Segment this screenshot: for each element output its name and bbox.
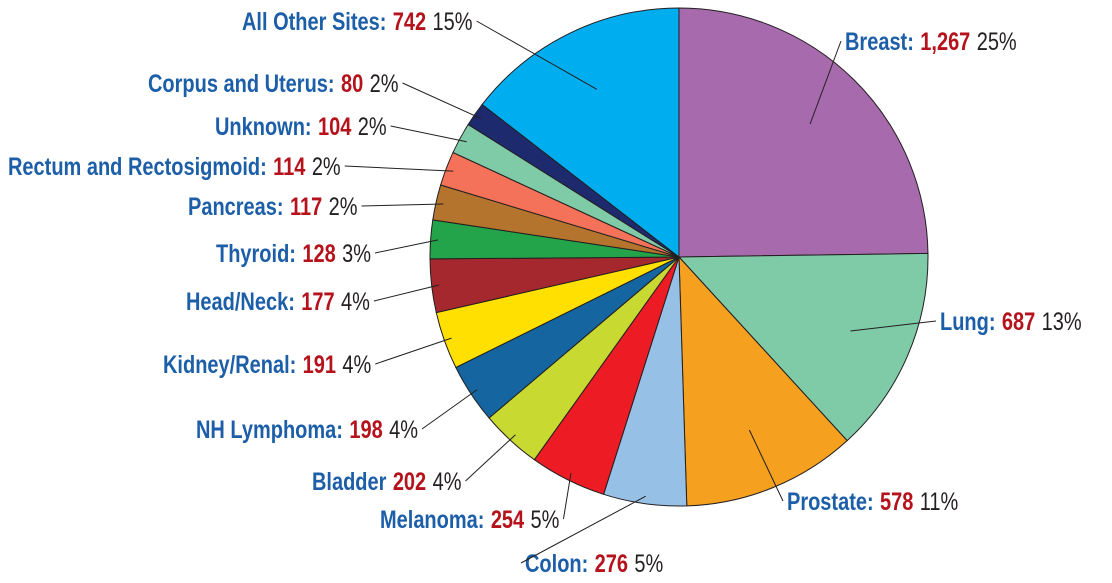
slice-label: Lung: 687 13% [940,308,1082,336]
percent-label: 4% [341,288,370,316]
label-text: All Other Sites: 742 15% [242,8,473,36]
leader-line [562,472,572,520]
label-text: Rectum and Rectosigmoid: 114 2% [8,153,341,181]
percent-label: 3% [342,240,371,268]
slice-label: All Other Sites: 742 15% [242,8,473,36]
label-text: Breast: 1,267 25% [845,28,1017,56]
slices [429,7,929,507]
category-name: Head/Neck: [186,288,295,316]
percent-label: 5% [634,550,663,578]
percent-label: 2% [370,70,399,98]
category-name: Pancreas: [188,193,284,221]
percent-label: 25% [977,28,1017,56]
slice-label: Bladder 202 4% [312,468,461,496]
leader-line [361,203,444,207]
percent-label: 5% [531,506,560,534]
percent-label: 15% [433,8,473,36]
leader-line [373,284,440,302]
leader-line [344,165,454,172]
category-name: Bladder [312,468,387,496]
percent-label: 11% [920,488,959,516]
slice-label: Breast: 1,267 25% [845,28,1017,56]
value-label: 104 [318,113,352,141]
percent-label: 4% [433,468,462,496]
leader-line [476,20,598,90]
label-text: Lung: 687 13% [940,308,1082,336]
category-name: Breast: [845,28,914,56]
slice-label: Colon: 276 5% [525,550,663,578]
leader-line [375,337,452,365]
label-text: Melanoma: 254 5% [380,506,559,534]
category-name: Lung: [940,308,996,336]
category-name: Thyroid: [216,240,296,268]
slice [677,252,929,442]
category-name: Rectum and Rectosigmoid: [8,153,267,181]
leader-line [520,495,646,564]
label-text: Thyroid: 128 3% [216,240,371,268]
value-label: 191 [303,351,336,379]
category-name: Melanoma: [380,506,484,534]
labels: Breast: 1,267 25%Lung: 687 13%Prostate: 578 11… [8,8,1082,578]
leader-line [850,320,937,332]
label-text: Head/Neck: 177 4% [186,288,370,316]
leader-line [465,434,516,482]
label-text: Kidney/Renal: 191 4% [163,351,371,379]
slice-label: Corpus and Uterus: 80 2% [148,70,399,98]
leader-line [374,239,439,254]
value-label: 687 [1002,308,1035,336]
category-name: Colon: [525,550,588,578]
slice-label: Thyroid: 128 3% [216,240,371,268]
value-label: 578 [880,488,913,516]
value-label: 117 [290,193,322,221]
value-label: 114 [273,153,306,181]
value-label: 254 [491,506,525,534]
leader-line [421,389,478,430]
value-label: 177 [301,288,334,316]
label-text: Prostate: 578 11% [787,488,958,516]
leader-line [748,429,784,502]
slice [481,7,680,259]
value-label: 198 [349,416,382,444]
slice-label: Pancreas: 117 2% [188,193,358,221]
category-name: All Other Sites: [242,8,386,36]
percent-label: 2% [358,113,387,141]
category-name: NH Lymphoma: [196,416,343,444]
slice-label: Prostate: 578 11% [787,488,958,516]
leader-line [402,82,482,120]
leader-line [390,125,467,143]
slice-label: Melanoma: 254 5% [380,506,559,534]
slice-label: Head/Neck: 177 4% [186,288,370,316]
label-text: Bladder 202 4% [312,468,461,496]
slice-label: Rectum and Rectosigmoid: 114 2% [8,153,341,181]
value-label: 80 [341,70,363,98]
percent-label: 4% [342,351,371,379]
label-text: NH Lymphoma: 198 4% [196,416,418,444]
value-label: 202 [393,468,426,496]
slice-label: Unknown: 104 2% [215,113,387,141]
value-label: 742 [393,8,426,36]
slice-label: Kidney/Renal: 191 4% [163,351,371,379]
label-text: Unknown: 104 2% [215,113,387,141]
value-label: 128 [302,240,335,268]
value-label: 276 [595,550,628,578]
percent-label: 13% [1042,308,1082,336]
label-text: Corpus and Uterus: 80 2% [148,70,399,98]
percent-label: 2% [312,153,341,181]
value-label: 1,267 [920,28,970,56]
slice [678,7,929,258]
category-name: Prostate: [787,488,874,516]
label-text: Colon: 276 5% [525,550,663,578]
slice [678,255,848,507]
category-name: Corpus and Uterus: [148,70,335,98]
label-text: Pancreas: 117 2% [188,193,358,221]
percent-label: 2% [329,193,358,221]
category-name: Kidney/Renal: [163,351,296,379]
leader-line [809,40,842,125]
category-name: Unknown: [215,113,312,141]
percent-label: 4% [389,416,418,444]
slice-label: NH Lymphoma: 198 4% [196,416,418,444]
